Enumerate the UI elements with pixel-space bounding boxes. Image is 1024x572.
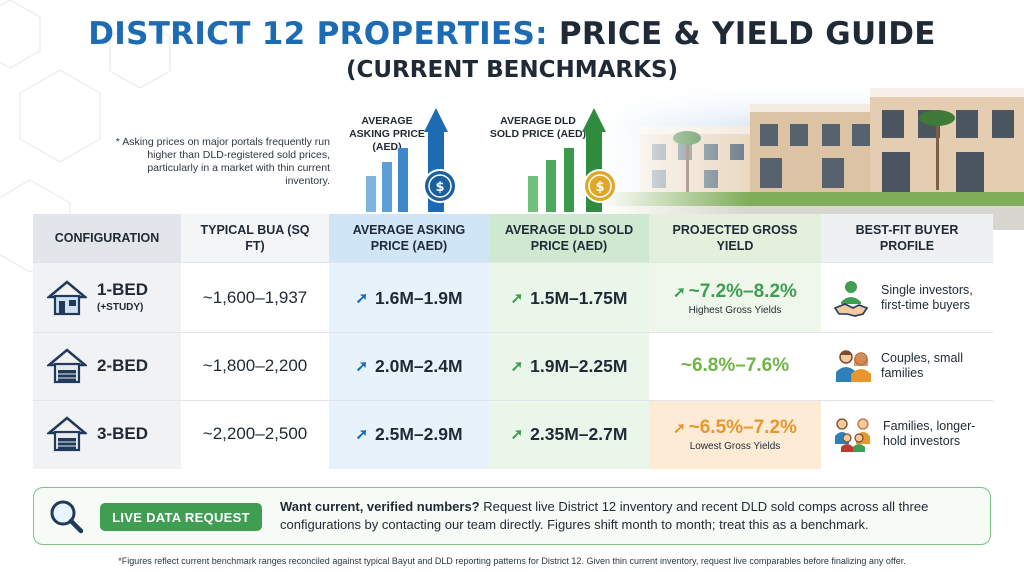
page-title: DISTRICT 12 PROPERTIES: PRICE & YIELD GU… [0,16,1024,52]
table-row: 1-BED (+STUDY) ~1,600–1,937 ➚ 1.6M–1.9M ➚… [33,266,993,330]
house-garage-icon [47,334,87,398]
arrow-up-icon: ➚ [355,426,369,443]
config-name: 2-BED [97,356,149,375]
dld-price-cell: ➚ 1.5M–1.75M [489,266,649,330]
page-subtitle: (CURRENT BENCHMARKS) [345,57,679,83]
ask-price-value: 2.0M–2.4M [375,355,463,376]
house-garage-icon [47,402,87,466]
header-bg-bua [181,214,329,262]
header-configuration: CONFIGURATION [54,231,160,245]
ask-price-cell: ➚ 1.6M–1.9M [329,266,489,330]
footnote: *Figures reflect current benchmark range… [118,556,906,566]
yield-note: Lowest Gross Yields [689,440,781,452]
header-bg-config [33,214,181,262]
arrow-up-icon: ➚ [355,290,369,307]
yield-value: ~7.2%–8.2% [688,280,797,302]
dld-price-bars-icon: $ [528,108,617,212]
header-buyer-profile: BEST-FIT BUYER PROFILE [855,223,959,253]
dld-price-value: 1.5M–1.75M [530,287,628,308]
header-bg-buyer [821,214,993,262]
cta-lead: Want current, verified numbers? [280,499,480,514]
asking-price-note: * Asking prices on major portals frequen… [115,136,330,187]
yield-cell: ➚ ~7.2%–8.2% Highest Gross Yields [649,266,821,330]
row-divider [33,400,993,401]
dld-price-value: 2.35M–2.7M [530,423,628,444]
yield-highlight-high [649,263,821,332]
search-icon [48,498,84,534]
config-cell: 1-BED (+STUDY) [97,266,181,330]
ask-price-value: 2.5M–2.9M [375,423,463,444]
yield-cell: ~6.8%–7.6% [649,334,821,398]
couple-icon [833,334,873,398]
arrow-up-icon: ➚ [355,358,369,375]
header-bg-ask [329,214,489,262]
header-bg-yield [649,214,821,262]
townhouses-illustration [600,80,1024,230]
table-row: 2-BED ~1,800–2,200 ➚ 2.0M–2.4M ➚ 1.9M–2.25… [33,334,993,398]
price-yield-table: CONFIGURATION TYPICAL BUA (SQ FT) AVERAG… [33,214,993,469]
yield-value: ~6.8%–7.6% [680,355,790,376]
dld-price-value: 1.9M–2.25M [530,355,628,376]
header-bg-dld [489,214,649,262]
header-dld-price: AVERAGE DLD SOLD PRICE (AED) [504,223,634,253]
cta-description: Want current, verified numbers? Request … [280,498,980,534]
ask-price-value: 1.6M–1.9M [375,287,463,308]
asking-price-bars-icon: $ [366,108,457,212]
arrow-up-icon: ➚ [510,358,524,375]
table-row: 3-BED ~2,200–2,500 ➚ 2.5M–2.9M ➚ 2.35M–2.7… [33,402,993,466]
title-part-dark: PRICE & YIELD GUIDE [558,16,936,52]
header-asking-price: AVERAGE ASKING PRICE (AED) [352,223,466,253]
cta-body: Request live District 12 inventory and r… [280,499,929,532]
ask-price-cell: ➚ 2.0M–2.4M [329,334,489,398]
svg-text:$: $ [595,180,604,195]
yield-value: ~6.5%–7.2% [688,416,797,438]
yield-highlight-low [649,401,821,469]
arrow-up-icon: ➚ [673,419,686,437]
config-cell: 3-BED [97,402,181,466]
yield-note: Highest Gross Yields [688,304,782,316]
family-icon [831,402,875,466]
metric-label-dld: AVERAGE DLD SOLD PRICE (AED) [489,115,587,140]
buyer-profile: Families, longer-hold investors [883,419,976,448]
header-gross-yield: PROJECTED GROSS YIELD [672,223,798,253]
yield-cell: ➚ ~6.5%–7.2% Lowest Gross Yields [649,402,821,466]
buyer-profile: Single investors, first-time buyers [881,283,973,312]
bua-cell: ~2,200–2,500 [202,424,308,443]
ask-price-cell: ➚ 2.5M–2.9M [329,402,489,466]
handshake-icon [833,266,873,330]
config-cell: 2-BED [97,334,181,398]
config-sub: (+STUDY) [97,302,144,313]
arrow-up-icon: ➚ [510,290,524,307]
bua-cell: ~1,800–2,200 [202,356,308,375]
header-bua: TYPICAL BUA (SQ FT) [200,223,310,253]
dld-price-cell: ➚ 1.9M–2.25M [489,334,649,398]
title-part-blue: DISTRICT 12 PROPERTIES: [88,16,548,52]
arrow-up-icon: ➚ [673,283,686,301]
config-name: 3-BED [97,424,149,443]
row-divider [33,332,993,333]
live-data-cta-box: LIVE DATA REQUEST Want current, verified… [33,487,991,545]
metric-label-asking: AVERAGE ASKING PRICE (AED) [349,115,425,153]
house-icon [47,266,87,330]
config-name: 1-BED [97,280,149,299]
live-data-request-button[interactable]: LIVE DATA REQUEST [100,503,262,531]
svg-text:$: $ [435,180,444,195]
row-divider [33,262,993,263]
arrow-up-icon: ➚ [510,426,524,443]
buyer-profile: Couples, small families [881,351,963,380]
dld-price-cell: ➚ 2.35M–2.7M [489,402,649,466]
bua-cell: ~1,600–1,937 [202,288,308,307]
